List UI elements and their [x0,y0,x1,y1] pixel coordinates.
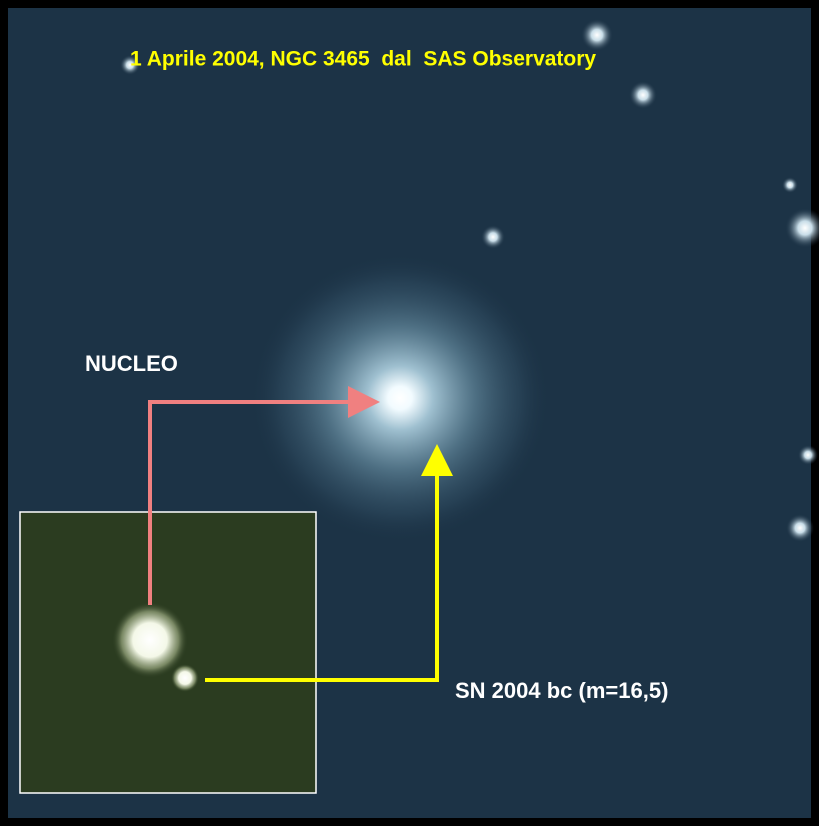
star [785,208,819,248]
nucleus-arrow [148,386,380,605]
star [120,55,140,75]
star [798,445,818,465]
nucleus-label: NUCLEO [85,351,178,376]
galaxy [250,253,550,543]
inset-nucleus [112,602,188,678]
star [782,177,798,193]
title: 1 Aprile 2004, NGC 3465 dal SAS Observat… [130,48,596,71]
star [629,81,657,109]
star [786,514,814,542]
supernova-arrow [205,444,453,682]
inset-supernova [171,664,199,692]
supernova-label: SN 2004 bc (m=16,5) [455,678,668,703]
star [581,19,613,51]
star [481,225,505,249]
stars [120,19,819,542]
